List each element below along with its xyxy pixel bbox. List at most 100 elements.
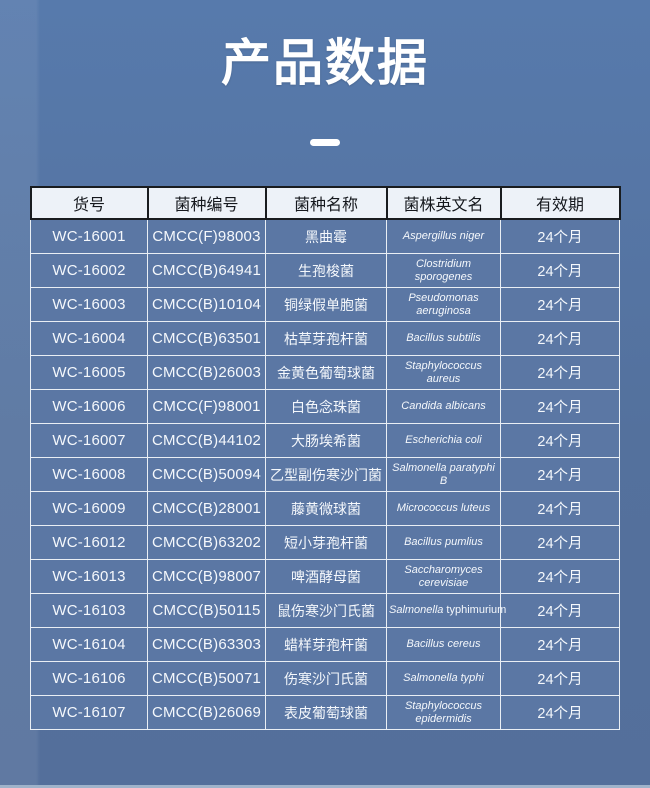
cell-strain-code: CMCC(B)28001 bbox=[147, 491, 266, 526]
cell-sku: WC-16103 bbox=[30, 593, 148, 628]
table-row: WC-16007 CMCC(B)44102 大肠埃希菌 Escherichia … bbox=[30, 423, 620, 458]
cell-strain-name-en: Salmonella paratyphi B bbox=[386, 457, 501, 492]
cell-strain-code: CMCC(B)10104 bbox=[147, 287, 266, 322]
strain-name-en-italic-part: Bacillus subtilis bbox=[406, 332, 481, 345]
cell-strain-name-cn: 黑曲霉 bbox=[265, 218, 387, 254]
cell-sku: WC-16004 bbox=[30, 321, 148, 356]
table-row: WC-16107 CMCC(B)26069 表皮葡萄球菌 Staphylococ… bbox=[30, 695, 620, 730]
cell-strain-name-cn: 白色念珠菌 bbox=[265, 389, 387, 424]
cell-validity: 24个月 bbox=[500, 661, 620, 696]
table-row: WC-16012 CMCC(B)63202 短小芽孢杆菌 Bacillus pu… bbox=[30, 525, 620, 560]
cell-strain-name-en: Bacillus pumlius bbox=[386, 525, 501, 560]
cell-validity: 24个月 bbox=[500, 491, 620, 526]
bottom-edge-strip bbox=[0, 785, 650, 788]
cell-validity: 24个月 bbox=[500, 389, 620, 424]
cell-strain-name-en: Staphylococcus epidermidis bbox=[386, 695, 501, 730]
cell-strain-name-en: Micrococcus luteus bbox=[386, 491, 501, 526]
cell-strain-code: CMCC(B)63303 bbox=[147, 627, 266, 662]
cell-sku: WC-16009 bbox=[30, 491, 148, 526]
cell-strain-code: CMCC(B)44102 bbox=[147, 423, 266, 458]
strain-name-en-italic-part: Staphylococcus aureus bbox=[404, 359, 483, 385]
cell-strain-name-en: Candida albicans bbox=[386, 389, 501, 424]
cell-strain-code: CMCC(B)64941 bbox=[147, 253, 266, 288]
table-row: WC-16103 CMCC(B)50115 鼠伤寒沙门氏菌 Salmonella… bbox=[30, 593, 620, 628]
cell-validity: 24个月 bbox=[500, 423, 620, 458]
column-header-strain-code: 菌种编号 bbox=[146, 186, 267, 220]
cell-strain-code: CMCC(B)26069 bbox=[147, 695, 266, 730]
strain-name-en-italic-part: Salmonella bbox=[389, 604, 444, 617]
cell-strain-name-cn: 铜绿假单胞菌 bbox=[265, 287, 387, 322]
table-row: WC-16008 CMCC(B)50094 乙型副伤寒沙门菌 Salmonell… bbox=[30, 457, 620, 492]
strain-name-en-italic-part: Escherichia coli bbox=[405, 434, 482, 447]
cell-strain-name-en: Salmonella typhimurium bbox=[386, 593, 506, 628]
cell-strain-code: CMCC(B)50094 bbox=[147, 457, 266, 492]
cell-strain-code: CMCC(B)50115 bbox=[147, 593, 266, 628]
cell-sku: WC-16007 bbox=[30, 423, 148, 458]
cell-strain-name-cn: 啤酒酵母菌 bbox=[265, 559, 387, 594]
cell-validity: 24个月 bbox=[500, 355, 620, 390]
cell-strain-code: CMCC(B)63501 bbox=[147, 321, 266, 356]
cell-strain-name-cn: 鼠伤寒沙门氏菌 bbox=[265, 593, 387, 628]
cell-validity: 24个月 bbox=[500, 253, 620, 288]
cell-strain-name-cn: 金黄色葡萄球菌 bbox=[265, 355, 387, 390]
strain-name-en-italic-part: Saccharomyces cerevisiae bbox=[404, 563, 483, 589]
cell-sku: WC-16106 bbox=[30, 661, 148, 696]
cell-strain-code: CMCC(B)50071 bbox=[147, 661, 266, 696]
title-underline-dash bbox=[310, 139, 340, 146]
cell-strain-code: CMCC(B)98007 bbox=[147, 559, 266, 594]
cell-validity: 24个月 bbox=[500, 525, 620, 560]
cell-strain-name-cn: 短小芽孢杆菌 bbox=[265, 525, 387, 560]
cell-strain-name-en: Salmonella typhi bbox=[386, 661, 501, 696]
strain-name-en-italic-part: Salmonella typhi bbox=[403, 672, 484, 685]
cell-strain-name-en: Clostridium sporogenes bbox=[386, 253, 501, 288]
strain-name-en-italic-part: Clostridium sporogenes bbox=[414, 257, 473, 283]
cell-strain-name-cn: 生孢梭菌 bbox=[265, 253, 387, 288]
cell-strain-name-cn: 乙型副伤寒沙门菌 bbox=[265, 457, 387, 492]
cell-strain-code: CMCC(F)98003 bbox=[147, 218, 266, 254]
cell-strain-name-cn: 枯草芽孢杆菌 bbox=[265, 321, 387, 356]
cell-sku: WC-16107 bbox=[30, 695, 148, 730]
table-row: WC-16013 CMCC(B)98007 啤酒酵母菌 Saccharomyce… bbox=[30, 559, 620, 594]
product-data-table: 货号 菌种编号 菌种名称 菌株英文名 有效期 WC-16001 CMCC(F)9… bbox=[29, 186, 621, 730]
cell-strain-name-cn: 伤寒沙门氏菌 bbox=[265, 661, 387, 696]
cell-validity: 24个月 bbox=[500, 218, 620, 254]
cell-sku: WC-16013 bbox=[30, 559, 148, 594]
cell-validity: 24个月 bbox=[500, 627, 620, 662]
cell-sku: WC-16008 bbox=[30, 457, 148, 492]
strain-name-en-italic-part: Candida albicans bbox=[401, 400, 486, 413]
table-row: WC-16004 CMCC(B)63501 枯草芽孢杆菌 Bacillus su… bbox=[30, 321, 620, 356]
table-row: WC-16006 CMCC(F)98001 白色念珠菌 Candida albi… bbox=[30, 389, 620, 424]
cell-strain-name-en: Aspergillus niger bbox=[386, 218, 501, 254]
cell-strain-name-en: Bacillus cereus bbox=[386, 627, 501, 662]
strain-name-en-italic-part: Aspergillus niger bbox=[402, 230, 485, 243]
cell-validity: 24个月 bbox=[500, 457, 620, 492]
cell-sku: WC-16005 bbox=[30, 355, 148, 390]
cell-validity: 24个月 bbox=[500, 321, 620, 356]
column-header-strain-name-cn: 菌种名称 bbox=[264, 186, 388, 220]
cell-sku: WC-16002 bbox=[30, 253, 148, 288]
page-title: 产品数据 bbox=[221, 35, 429, 91]
strain-name-en-italic-part: Pseudomonas aeruginosa bbox=[408, 291, 479, 317]
cell-validity: 24个月 bbox=[500, 593, 620, 628]
cell-strain-name-en: Pseudomonas aeruginosa bbox=[386, 287, 501, 322]
strain-name-en-regular-part: typhimurium bbox=[446, 604, 507, 617]
cell-strain-name-en: Escherichia coli bbox=[386, 423, 501, 458]
strain-name-en-italic-part: Micrococcus luteus bbox=[396, 502, 491, 515]
cell-sku: WC-16006 bbox=[30, 389, 148, 424]
cell-sku: WC-16003 bbox=[30, 287, 148, 322]
cell-strain-code: CMCC(B)63202 bbox=[147, 525, 266, 560]
cell-sku: WC-16104 bbox=[30, 627, 148, 662]
cell-strain-name-en: Saccharomyces cerevisiae bbox=[386, 559, 501, 594]
strain-name-en-italic-part: Bacillus pumlius bbox=[404, 536, 483, 549]
cell-strain-name-en: Staphylococcus aureus bbox=[386, 355, 501, 390]
cell-validity: 24个月 bbox=[500, 287, 620, 322]
cell-strain-name-cn: 表皮葡萄球菌 bbox=[265, 695, 387, 730]
strain-name-en-italic-part: Bacillus cereus bbox=[406, 638, 481, 651]
cell-validity: 24个月 bbox=[500, 695, 620, 730]
cell-strain-name-cn: 藤黄微球菌 bbox=[265, 491, 387, 526]
column-header-strain-name-en: 菌株英文名 bbox=[385, 186, 502, 220]
table-row: WC-16003 CMCC(B)10104 铜绿假单胞菌 Pseudomonas… bbox=[30, 287, 620, 322]
cell-strain-code: CMCC(B)26003 bbox=[147, 355, 266, 390]
cell-validity: 24个月 bbox=[500, 559, 620, 594]
